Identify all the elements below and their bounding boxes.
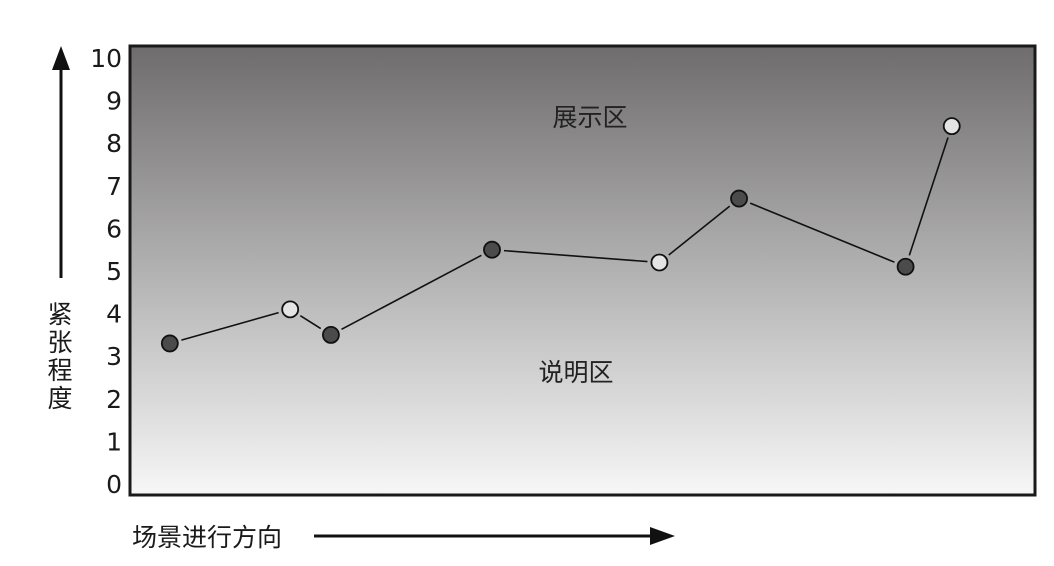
data-point (281, 300, 300, 319)
series-segment (181, 311, 279, 341)
y-axis-title-char: 度 (47, 384, 72, 413)
y-tick-label: 5 (106, 257, 122, 286)
y-tick-label: 10 (90, 44, 122, 73)
series-segment (503, 249, 648, 263)
series-line (160, 117, 961, 353)
y-tick-label: 0 (106, 470, 122, 499)
data-point (896, 257, 915, 276)
x-axis-arrow (314, 527, 675, 545)
zone-label-bottom: 说明区 (538, 358, 613, 387)
series-segment (749, 202, 895, 263)
series-segment (908, 137, 949, 256)
y-axis-ticks: 0 1 2 3 4 5 6 7 8 9 10 (90, 44, 122, 499)
y-tick-label: 1 (106, 427, 122, 456)
y-tick-label: 8 (106, 129, 122, 158)
data-point (650, 253, 669, 272)
y-tick-label: 9 (106, 87, 122, 116)
y-axis-title-char: 张 (47, 328, 72, 357)
y-tick-label: 7 (106, 172, 122, 201)
series-segment (299, 315, 322, 330)
data-point (322, 325, 340, 344)
plot-area (130, 46, 1035, 495)
y-tick-label: 4 (106, 300, 122, 329)
y-tick-label: 2 (106, 385, 122, 414)
data-point (160, 334, 179, 353)
data-point (483, 240, 501, 259)
data-point (730, 189, 748, 208)
y-axis-arrow (52, 46, 70, 278)
plot-frame (128, 44, 1037, 497)
zone-label-top: 展示区 (552, 103, 627, 132)
x-axis-title: 场景进行方向 (132, 523, 282, 552)
y-axis-title-char: 紧 (47, 300, 72, 329)
y-tick-label: 6 (106, 214, 122, 243)
y-axis-title-char: 程 (47, 356, 72, 385)
series-segment (341, 254, 482, 330)
series-segment (668, 205, 731, 256)
data-point (942, 117, 961, 136)
y-tick-label: 3 (106, 342, 122, 371)
